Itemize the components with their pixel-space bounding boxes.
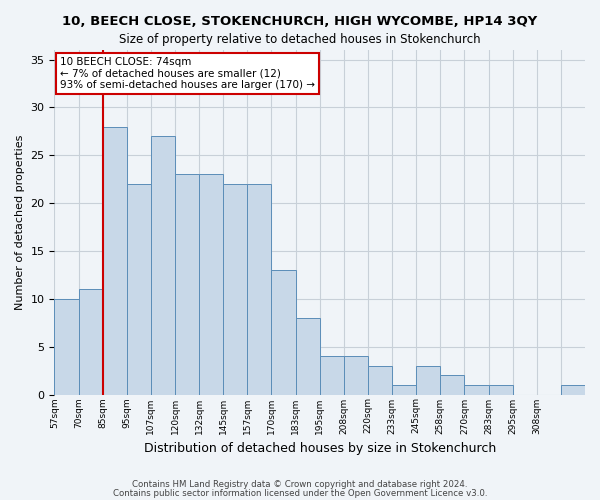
X-axis label: Distribution of detached houses by size in Stokenchurch: Distribution of detached houses by size …	[143, 442, 496, 455]
Text: Contains public sector information licensed under the Open Government Licence v3: Contains public sector information licen…	[113, 488, 487, 498]
Bar	[561, 385, 585, 394]
Bar	[368, 366, 392, 394]
Bar	[320, 356, 344, 395]
Text: Contains HM Land Registry data © Crown copyright and database right 2024.: Contains HM Land Registry data © Crown c…	[132, 480, 468, 489]
Bar	[103, 126, 127, 394]
Bar	[271, 270, 296, 394]
Bar	[247, 184, 271, 394]
Bar	[464, 385, 488, 394]
Y-axis label: Number of detached properties: Number of detached properties	[15, 134, 25, 310]
Bar	[296, 318, 320, 394]
Bar	[199, 174, 223, 394]
Text: 10, BEECH CLOSE, STOKENCHURCH, HIGH WYCOMBE, HP14 3QY: 10, BEECH CLOSE, STOKENCHURCH, HIGH WYCO…	[62, 15, 538, 28]
Text: Size of property relative to detached houses in Stokenchurch: Size of property relative to detached ho…	[119, 32, 481, 46]
Bar	[416, 366, 440, 394]
Bar	[151, 136, 175, 394]
Bar	[488, 385, 512, 394]
Bar	[79, 289, 103, 395]
Bar	[55, 299, 79, 394]
Bar	[223, 184, 247, 394]
Text: 10 BEECH CLOSE: 74sqm
← 7% of detached houses are smaller (12)
93% of semi-detac: 10 BEECH CLOSE: 74sqm ← 7% of detached h…	[60, 57, 315, 90]
Bar	[440, 376, 464, 394]
Bar	[127, 184, 151, 394]
Bar	[175, 174, 199, 394]
Bar	[344, 356, 368, 395]
Bar	[392, 385, 416, 394]
